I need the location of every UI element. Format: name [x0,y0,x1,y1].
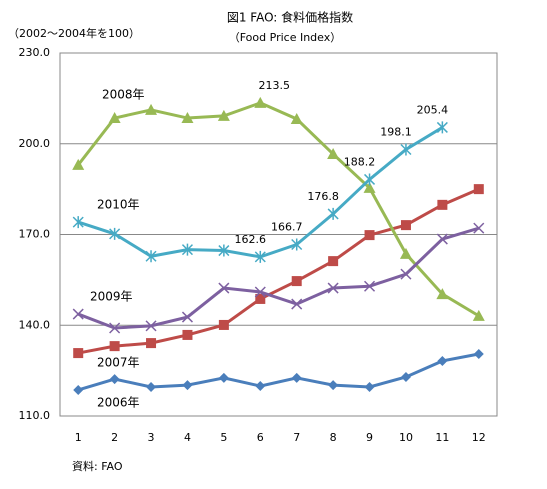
marker [363,181,376,193]
chart-title: 図1 FAO: 食料価格指数 [227,10,353,25]
marker [254,250,266,263]
marker [290,112,303,124]
marker [436,288,449,300]
y-axis-label: （2002～2004年を100） [8,26,140,40]
marker [109,341,120,352]
data-label: 188.2 [344,155,376,168]
marker [327,207,339,220]
y-tick-label: 170.0 [19,228,51,241]
marker [255,381,266,392]
x-tick-label: 10 [399,431,413,444]
data-label: 213.5 [259,79,291,92]
series-name: 2010年 [97,198,140,212]
marker [146,381,157,392]
marker [400,143,412,156]
x-tick-label: 2 [111,431,118,444]
marker [364,230,375,241]
series-name: 2009年 [90,290,133,304]
marker [328,256,339,267]
marker [364,173,376,186]
marker [472,309,485,321]
marker [108,112,121,124]
marker [400,268,412,280]
marker [182,329,193,340]
x-tick-label: 6 [257,431,264,444]
data-label: 205.4 [417,103,449,116]
marker [72,158,85,170]
marker [399,247,412,259]
marker [400,371,411,382]
marker [254,96,267,108]
x-tick-label: 11 [435,431,449,444]
marker [145,250,157,263]
marker [291,372,302,383]
data-label: 198.1 [380,125,412,138]
marker [109,374,120,385]
marker [255,293,266,304]
y-tick-label: 200.0 [19,137,51,150]
marker [473,348,484,359]
x-tick-label: 5 [220,431,227,444]
series-name: 2008年 [102,88,145,102]
data-label: 162.6 [235,233,267,246]
marker [73,348,84,359]
marker [254,286,266,298]
marker [181,243,193,256]
marker [73,384,84,395]
marker [72,308,84,320]
marker [145,103,158,115]
marker [145,320,157,332]
marker [473,222,485,234]
data-label: 166.7 [271,220,303,233]
marker [400,220,411,231]
marker [436,233,448,245]
series-line [77,226,480,330]
marker [473,184,484,195]
marker [327,148,340,160]
marker [291,298,303,310]
marker [437,355,448,366]
y-tick-label: 110.0 [19,409,51,422]
marker [72,216,84,229]
series-line [77,187,480,355]
marker [437,199,448,210]
y-tick-label: 230.0 [19,46,51,59]
x-tick-label: 7 [293,431,300,444]
data-label: 176.8 [307,190,339,203]
marker [291,276,302,287]
source: 資料: FAO [72,459,123,473]
marker [328,380,339,391]
x-tick-label: 9 [366,431,373,444]
marker [327,282,339,294]
series-line [77,101,480,318]
marker [181,112,194,124]
marker [218,282,230,294]
marker [218,319,229,330]
x-tick-label: 3 [148,431,155,444]
y-tick-label: 140.0 [19,318,51,331]
marker [218,372,229,383]
marker [436,121,448,134]
marker [217,109,230,121]
marker [291,238,303,251]
marker [218,244,230,257]
x-tick-label: 8 [330,431,337,444]
marker [109,322,121,334]
marker [181,311,193,323]
marker [182,380,193,391]
series-name: 2006年 [97,396,140,410]
x-tick-label: 4 [184,431,191,444]
x-tick-label: 12 [472,431,486,444]
marker [109,227,121,240]
series-line [77,352,480,392]
marker [364,381,375,392]
series-name: 2007年 [97,356,140,370]
marker [146,338,157,349]
x-tick-label: 1 [75,431,82,444]
chart-subtitle: （Food Price Index） [229,31,342,44]
marker [364,280,376,292]
